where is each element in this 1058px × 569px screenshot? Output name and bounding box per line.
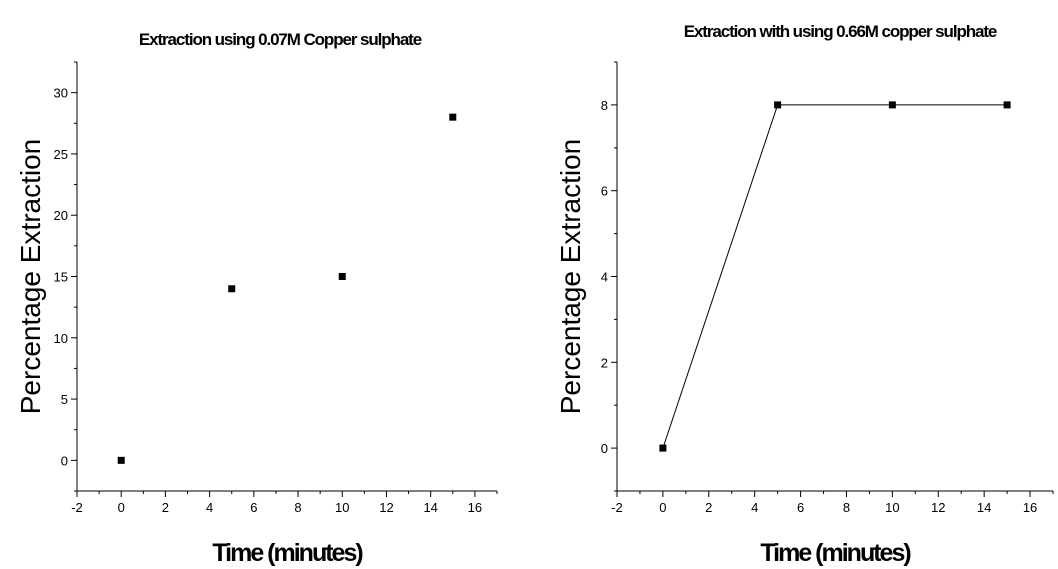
x-tick-label: 6 <box>250 500 257 515</box>
y-tick-label: 25 <box>54 147 68 162</box>
y-tick-label: 20 <box>54 208 68 223</box>
series-line <box>662 104 1008 449</box>
y-tick-label: 0 <box>601 441 608 456</box>
x-tick-label: 4 <box>751 500 758 515</box>
y-tick-label: 15 <box>54 270 68 285</box>
y-tick-label: 5 <box>61 392 68 407</box>
y-tick-label: 8 <box>601 98 608 113</box>
x-tick-label: 16 <box>1023 500 1037 515</box>
x-tick-label: 16 <box>468 500 482 515</box>
chart-left: Extraction using 0.07M Copper sulphate P… <box>15 30 498 567</box>
x-tick-label: 2 <box>162 500 169 515</box>
y-tick-label: 2 <box>601 355 608 370</box>
data-point <box>1003 101 1011 109</box>
x-tick-label: 8 <box>843 500 850 515</box>
y-axis-label: Percentage Extraction <box>555 139 586 415</box>
y-tick-label: 30 <box>54 86 68 101</box>
x-tick-label: 14 <box>977 500 991 515</box>
x-tick-label: 6 <box>797 500 804 515</box>
y-tick-label: 6 <box>601 184 608 199</box>
data-point <box>774 101 782 109</box>
y-tick-label: 4 <box>601 270 608 285</box>
x-axis-label: Time (minutes) <box>760 539 911 567</box>
data-point <box>228 285 236 293</box>
data-point <box>659 444 667 452</box>
chart-right: Extraction with using 0.66M copper sulph… <box>555 22 1054 567</box>
x-tick-label: 0 <box>118 500 125 515</box>
x-tick-label: 8 <box>294 500 301 515</box>
x-tick-label: 14 <box>423 500 437 515</box>
data-point <box>117 456 125 464</box>
x-tick-label: 12 <box>931 500 945 515</box>
chart-title: Extraction using 0.07M Copper sulphate <box>139 30 422 49</box>
x-tick-label: 4 <box>206 500 213 515</box>
x-tick-label: 10 <box>335 500 349 515</box>
x-tick-label: -2 <box>71 500 83 515</box>
data-point <box>449 113 457 121</box>
x-tick-label: 10 <box>885 500 899 515</box>
chart-title: Extraction with using 0.66M copper sulph… <box>684 22 997 41</box>
x-axis-label: Time (minutes) <box>212 539 363 567</box>
x-tick-label: 2 <box>705 500 712 515</box>
y-axis-label: Percentage Extraction <box>15 139 46 415</box>
y-tick-label: 10 <box>54 331 68 346</box>
x-tick-label: 12 <box>379 500 393 515</box>
data-point <box>888 101 896 109</box>
y-tick-label: 0 <box>61 453 68 468</box>
data-point <box>338 273 346 280</box>
x-tick-label: 0 <box>659 500 666 515</box>
x-tick-label: -2 <box>611 500 623 515</box>
